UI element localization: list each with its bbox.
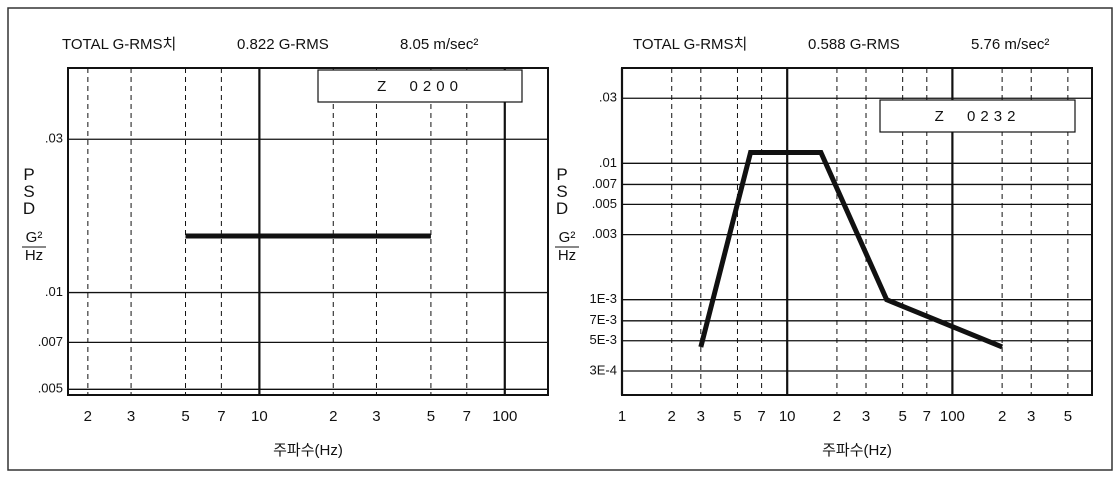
grms-value: 0.822 G-RMS	[237, 36, 329, 53]
y-unit-den: Hz	[25, 247, 43, 264]
annotation: Z 0200	[377, 78, 463, 95]
y-tick-label: .005	[38, 381, 63, 396]
x-tick-label: 5	[1064, 408, 1072, 425]
y-tick-label: .007	[38, 334, 63, 349]
x-tick-label: 3	[697, 408, 705, 425]
x-tick-label: 100	[492, 408, 517, 425]
plot-area	[67, 67, 549, 396]
annotation-box	[317, 69, 523, 103]
x-tick-label: 1	[618, 408, 626, 425]
chart-title: TOTAL G-RMS치	[62, 36, 176, 53]
accel-value: 8.05 m/sec²	[400, 36, 478, 53]
x-axis-label: 주파수(Hz)	[273, 442, 343, 459]
y-tick-label: 1E-3	[590, 291, 617, 306]
y-tick-label: .003	[592, 226, 617, 241]
annotation: Z 0232	[935, 108, 1021, 125]
x-tick-label: 7	[463, 408, 471, 425]
x-tick-label: 7	[757, 408, 765, 425]
y-unit-num: G²	[559, 229, 576, 246]
x-tick-label: 2	[84, 408, 92, 425]
x-tick-label: 10	[779, 408, 796, 425]
chart-title: TOTAL G-RMS치	[633, 36, 747, 53]
y-tick-label: 3E-4	[590, 362, 617, 377]
x-tick-label: 5	[898, 408, 906, 425]
grms-value: 0.588 G-RMS	[808, 36, 900, 53]
x-tick-label: 3	[127, 408, 135, 425]
x-tick-label: 10	[251, 408, 268, 425]
y-unit-num: G²	[26, 229, 43, 246]
x-axis-label: 주파수(Hz)	[822, 442, 892, 459]
x-tick-label: 5	[181, 408, 189, 425]
x-tick-label: 3	[862, 408, 870, 425]
psd-line	[698, 150, 1004, 350]
y-tick-label: .01	[45, 284, 63, 299]
x-tick-label: 5	[427, 408, 435, 425]
x-tick-label: 7	[923, 408, 931, 425]
x-tick-label: 5	[733, 408, 741, 425]
y-tick-label: .03	[45, 131, 63, 146]
y-tick-label: .01	[599, 155, 617, 170]
x-tick-label: 2	[329, 408, 337, 425]
y-tick-label: .03	[599, 90, 617, 105]
x-tick-label: 100	[940, 408, 965, 425]
y-tick-label: .005	[592, 196, 617, 211]
y-unit-den: Hz	[558, 247, 576, 264]
y-axis-label: PSD	[553, 165, 572, 216]
y-tick-label: 5E-3	[590, 332, 617, 347]
accel-value: 5.76 m/sec²	[971, 36, 1049, 53]
annotation-box	[879, 99, 1076, 133]
x-tick-label: 2	[668, 408, 676, 425]
frame	[7, 7, 1113, 471]
x-tick-label: 3	[372, 408, 380, 425]
x-tick-label: 2	[833, 408, 841, 425]
x-tick-label: 3	[1027, 408, 1035, 425]
x-tick-label: 2	[998, 408, 1006, 425]
y-tick-label: .007	[592, 176, 617, 191]
y-axis-label: PSD	[20, 165, 39, 216]
y-tick-label: 7E-3	[590, 312, 617, 327]
x-tick-label: 7	[217, 408, 225, 425]
